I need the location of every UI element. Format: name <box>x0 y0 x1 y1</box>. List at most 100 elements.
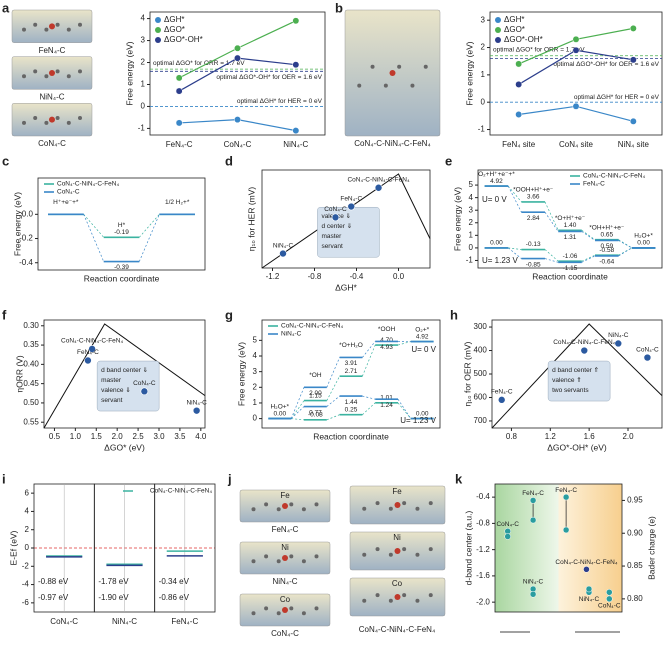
reference-label: optimal ΔGH* for HER = 0 eV <box>574 94 660 101</box>
y-tick-label: -1.2 <box>476 545 490 554</box>
point <box>572 35 580 43</box>
point-label: NiN₄-C <box>579 596 600 603</box>
legend-label: ΔGO*-OH* <box>504 35 543 44</box>
panel-label: i <box>2 471 6 486</box>
y-tick-label: 2 <box>252 382 257 391</box>
point-label: NiN₄-C <box>608 332 629 339</box>
y-tick-label: -0.4 <box>19 258 33 267</box>
y-tick-label: -0.8 <box>476 518 490 527</box>
x-tick-label: 2.0 <box>112 432 124 441</box>
step-label: H* <box>118 222 126 229</box>
subplot-label: CoN₄-C <box>50 617 78 626</box>
point <box>529 591 537 598</box>
connector <box>362 344 376 377</box>
legend-marker <box>495 27 501 33</box>
atom <box>289 502 294 507</box>
value-label: 3.91 <box>345 360 358 367</box>
metal-atom <box>49 23 55 30</box>
atom <box>33 22 38 27</box>
atom <box>314 502 319 507</box>
atom <box>44 27 49 32</box>
atom <box>415 552 420 557</box>
atom <box>314 606 319 611</box>
d-band-label: -0.88 eV <box>38 577 69 586</box>
y-tick-label: 0.0 <box>22 209 34 218</box>
y-tick-label: 0 <box>468 243 473 252</box>
connector <box>507 185 522 203</box>
atom <box>428 501 433 506</box>
connector <box>290 406 305 419</box>
connector <box>362 341 376 358</box>
atom <box>423 64 428 69</box>
volcano-line <box>43 323 206 429</box>
point <box>497 396 506 404</box>
legend-marker <box>495 17 501 23</box>
atom <box>397 64 402 69</box>
step-label: 1/2 H₂+* <box>165 199 190 206</box>
connector <box>507 185 522 213</box>
point-label: CoN₄-C <box>598 603 621 610</box>
atom <box>428 593 433 598</box>
plot-frame <box>43 319 206 429</box>
atom <box>415 506 420 511</box>
x-tick-label: 1.0 <box>70 432 82 441</box>
atom <box>428 547 433 552</box>
value-label: -0.39 <box>114 264 129 271</box>
atom <box>301 559 306 564</box>
atom <box>357 83 362 88</box>
x-tick-label: 1.5 <box>91 432 103 441</box>
point <box>374 183 383 192</box>
value-label: 0.00 <box>273 410 286 417</box>
value-label: 3.66 <box>527 194 540 201</box>
subplot-label: NiN₄-C <box>112 617 137 626</box>
atom <box>375 593 380 598</box>
point-label: CoN₄-C <box>636 346 659 353</box>
value-label: 4.92 <box>490 178 503 185</box>
y-tick-label: 4 <box>140 14 145 23</box>
point <box>192 406 201 415</box>
point <box>515 80 523 88</box>
connector <box>397 341 411 346</box>
atom <box>78 116 82 121</box>
y-tick-label: 2 <box>140 58 145 67</box>
step-label: H⁺+e⁻+* <box>53 199 79 206</box>
point <box>234 116 241 124</box>
step-label: O₂+H⁺+e⁻+* <box>478 171 515 178</box>
atom <box>370 64 375 69</box>
panel-label: b <box>335 0 343 15</box>
connector <box>581 231 596 241</box>
metal-atom <box>394 548 401 554</box>
point <box>347 202 356 211</box>
x-tick-label: 2.0 <box>622 432 634 441</box>
y-tick-label: -1 <box>466 256 474 265</box>
y-tick-label: 0.90 <box>627 528 643 537</box>
atom <box>78 69 82 74</box>
panel-label: e <box>445 153 452 168</box>
y-tick-label: -1 <box>478 125 486 134</box>
step-label: *OOH+H⁺+e⁻ <box>513 187 554 194</box>
y-tick-label: 5 <box>252 335 257 344</box>
legend-marker <box>155 17 161 23</box>
x-tick-label: 0.0 <box>393 272 405 281</box>
inset-text: master <box>101 377 122 384</box>
atom <box>375 547 380 552</box>
metal-label: Co <box>392 579 403 588</box>
x-tick-label: NiN₄ site <box>618 140 650 149</box>
x-tick-label: 2.5 <box>133 432 145 441</box>
y-tick-label: 0.55 <box>23 417 39 426</box>
value-label: -0.08 <box>308 412 323 419</box>
point-label: CoN₄-C-NiN₄-C-FeN₄ <box>553 339 615 346</box>
y-tick-label: -1 <box>138 124 146 133</box>
reference-label: optimal ΔGO* for ORR = 1.7 eV <box>153 60 245 67</box>
x-tick-label: FeN₄ site <box>502 140 536 149</box>
y-axis-label: η₁₀ for HER (mV) <box>246 187 256 252</box>
point-label: FeN₄-C <box>522 490 544 497</box>
y-tick-label: 4 <box>468 193 473 202</box>
point <box>606 589 613 596</box>
atom <box>22 74 26 79</box>
atom <box>375 501 380 506</box>
x-axis-label: ΔGO*-OH* (eV) <box>547 442 607 452</box>
value-label: 0.59 <box>600 243 613 250</box>
legend-label: CoN₄-C-NiN₄-C-FeN₄ <box>583 173 645 180</box>
y-tick-label: 1 <box>252 398 257 407</box>
